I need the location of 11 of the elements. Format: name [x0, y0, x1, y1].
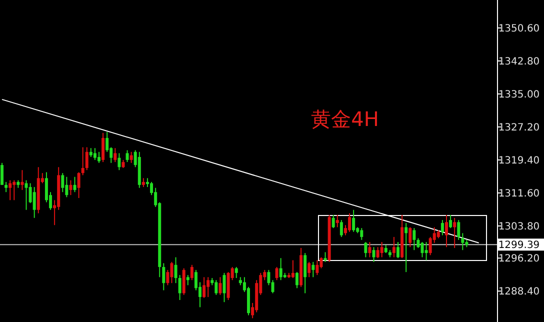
y-tick-label: 1319.40: [498, 155, 540, 166]
y-tick-label: 1327.20: [498, 122, 540, 134]
y-tick-label: 1303.80: [498, 221, 540, 232]
text: 黄金4H: [311, 107, 379, 131]
y-tick-label: 1288.40: [498, 286, 540, 298]
y-tick-label: 1335.00: [498, 89, 540, 100]
y-tick-label: 1342.80: [498, 56, 540, 68]
y-tick-label: 1311.60: [498, 188, 540, 200]
y-tick-label: 1350.60: [498, 23, 540, 34]
y-tick-label: 1296.20: [498, 254, 540, 265]
ref-line-label: 1299.39: [498, 240, 540, 252]
